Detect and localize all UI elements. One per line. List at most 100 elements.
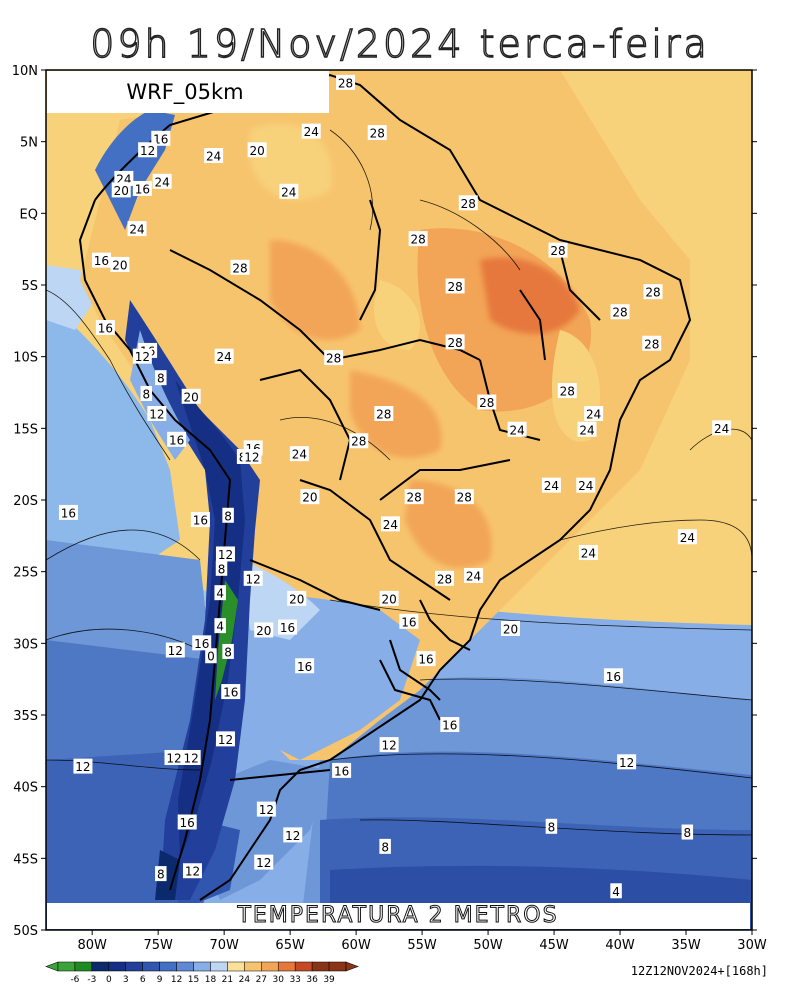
colorbar-label: 30	[273, 975, 285, 985]
contour-label-bg	[114, 170, 134, 186]
contour-label-bg	[642, 335, 662, 351]
contour-label-bg	[458, 195, 478, 211]
contour-label-bg	[215, 560, 228, 576]
contour-label-bg	[416, 651, 436, 667]
contour-label-bg	[545, 818, 558, 834]
contour-label: 24	[206, 150, 221, 164]
contour-label-bg	[140, 385, 153, 401]
contour-label-bg	[155, 866, 167, 882]
contour-label: 28	[479, 396, 494, 410]
contour-label: 28	[644, 337, 659, 351]
contour-label: 24	[466, 569, 481, 583]
contour-label-bg	[110, 256, 130, 272]
contour-label: 16	[401, 615, 416, 629]
contour-label: 16	[94, 254, 109, 268]
lat-tick-label: 5S	[21, 279, 38, 294]
contour-label-bg	[301, 123, 321, 139]
contour-label: 12	[168, 644, 183, 658]
contour-label: 16	[442, 719, 457, 733]
colorbar-arrow-left	[45, 961, 59, 972]
contour-label: 28	[407, 491, 422, 505]
contour-label-bg	[222, 643, 234, 659]
contour-label: 16	[193, 514, 208, 528]
contour-label-bg	[214, 585, 226, 601]
contour-label: 28	[351, 435, 366, 449]
contour-label: 24	[680, 531, 695, 545]
colorbar-swatch	[261, 961, 279, 972]
contour-label: 16	[297, 660, 312, 674]
lat-tick-label: 45S	[13, 852, 38, 867]
contour-label-bg	[242, 449, 262, 464]
contour-label: 12	[135, 350, 150, 364]
contour-label-bg	[501, 621, 521, 636]
contour-label-bg	[379, 737, 399, 753]
colorbar-swatch	[227, 961, 245, 972]
contour-label-bg	[507, 421, 527, 437]
contour-label-bg	[214, 348, 234, 364]
contour-label-bg	[349, 433, 369, 449]
lat-tick-label: 50S	[13, 924, 38, 939]
contour-label: 24	[509, 423, 524, 437]
contour-label: 8	[157, 372, 165, 386]
lat-tick-label: 10S	[13, 351, 38, 366]
lon-tick-label: 80W	[77, 938, 107, 953]
contour-label: 24	[383, 518, 398, 532]
contour-label-bg	[548, 242, 568, 258]
run-info: 12Z12NOV2024+[168h]	[630, 964, 768, 978]
colorbar-swatch	[125, 961, 143, 972]
colorbar-label: 21	[222, 975, 233, 985]
contour-label: 4	[612, 885, 620, 899]
contour-label: 8	[142, 387, 150, 401]
contour-label-bg	[204, 148, 224, 163]
contour-label: 24	[578, 479, 593, 493]
contour-label: 20	[302, 491, 317, 505]
contour-label: 8	[224, 645, 232, 659]
colorbar-label: 36	[306, 975, 318, 985]
lon-tick-label: 45W	[539, 938, 569, 953]
contour-label: 20	[114, 184, 129, 198]
lon-tick-label: 75W	[143, 938, 173, 953]
contour-label: 24	[304, 125, 319, 139]
contour-label: 24	[129, 223, 144, 237]
contour-label-bg	[332, 762, 352, 778]
lat-tick-label: 40S	[13, 781, 38, 796]
contour-label-bg	[576, 477, 596, 493]
lon-tick-label: 50W	[473, 938, 503, 953]
lon-tick-label: 55W	[407, 938, 437, 953]
contour-label: 28	[645, 286, 660, 300]
contour-label-bg	[477, 394, 497, 410]
colorbar-swatch	[176, 961, 194, 972]
contour-label-bg	[247, 142, 267, 158]
contour-label-bg	[215, 546, 235, 562]
model-label: WRF_05km	[126, 80, 243, 105]
contour-label: 8	[218, 562, 226, 576]
contour-label: 24	[714, 422, 729, 436]
contour-label: 24	[292, 448, 307, 462]
contour-label: 28	[326, 352, 341, 366]
colorbar-swatch	[108, 961, 127, 972]
contour-label-bg	[214, 618, 226, 634]
contour-label-bg	[132, 348, 152, 364]
contour-label-bg	[380, 516, 400, 532]
contour-label-bg	[222, 507, 234, 523]
contour-label-bg	[287, 590, 307, 606]
contour-label: 28	[461, 197, 476, 211]
lon-tick-label: 60W	[341, 938, 371, 953]
colorbar-label: 12	[171, 975, 182, 985]
contour-label-bg	[300, 489, 320, 505]
contour-label: 16	[194, 637, 209, 651]
contour-label-bg	[603, 668, 623, 684]
contour-label: 12	[75, 760, 90, 774]
contour-label-bg	[557, 383, 577, 399]
contour-label: 16	[606, 670, 621, 684]
contour-label-bg	[289, 446, 309, 462]
contour-label-bg	[181, 388, 201, 404]
contour-label-bg	[610, 883, 622, 899]
contour-label: 16	[280, 621, 295, 635]
contour-label-bg	[165, 642, 185, 658]
contour-label-bg	[151, 130, 171, 146]
contour-label-bg	[91, 252, 111, 268]
contour-label-bg	[256, 801, 276, 817]
contour-label-bg	[374, 406, 394, 421]
